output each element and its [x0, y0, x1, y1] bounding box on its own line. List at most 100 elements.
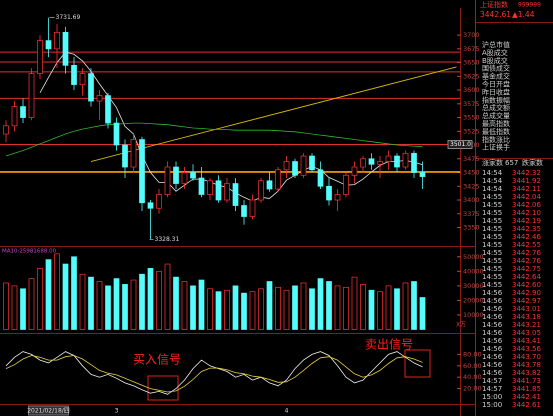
- ma-line: [5, 122, 423, 157]
- candle-body: [20, 106, 26, 118]
- tick-price: 3442.64: [512, 273, 541, 281]
- y-tick-label: 3700: [463, 31, 480, 39]
- tick-time: 14:54: [482, 177, 503, 185]
- candle-body: [164, 166, 171, 195]
- tick-time: 14:55: [482, 273, 502, 281]
- tick-time: 14:55: [482, 193, 502, 201]
- candle-body: [317, 169, 324, 187]
- volume-bar: [402, 282, 409, 330]
- candle-body: [266, 180, 273, 190]
- tick-time: 14:56: [482, 289, 503, 297]
- volume-bar: [224, 289, 230, 330]
- stat-label: 指数涨比: [482, 135, 510, 144]
- volume-bar: [147, 268, 154, 330]
- volume-bar: [190, 285, 196, 330]
- volume-bar: [130, 279, 137, 330]
- candle-body: [88, 73, 94, 102]
- volume-bar: [292, 285, 298, 330]
- date-box: [28, 405, 69, 416]
- y-tick-label: 3600: [463, 86, 480, 94]
- candle-body: [181, 172, 188, 184]
- tick-time: 14:56: [482, 353, 503, 361]
- tick-price: 3443.78: [512, 361, 541, 369]
- candle-body: [334, 194, 341, 201]
- tick-time: 14:55: [482, 257, 502, 265]
- y-tick-label: 3375: [463, 210, 480, 218]
- tick-time: 14:55: [482, 265, 502, 273]
- y-tick-label: 3450: [463, 169, 480, 177]
- candle-body: [411, 152, 417, 173]
- y-tick-label: 3675: [463, 45, 480, 53]
- x-tick-label: 3: [115, 408, 119, 415]
- volume-bar: [343, 286, 349, 330]
- stat-label: 最低指数: [482, 127, 510, 136]
- candle-body: [351, 166, 358, 176]
- tick-price: 3442.90: [512, 289, 541, 297]
- y-tick-label: 3400: [463, 196, 480, 204]
- stat-label: A股成交: [482, 48, 508, 57]
- tick-time: 14:56: [482, 329, 503, 337]
- tick-time: 14:56: [482, 369, 503, 377]
- tick-time: 14:56: [482, 305, 503, 313]
- volume-bar: [241, 292, 247, 330]
- y-tick-label: 10000: [463, 311, 484, 319]
- volume-bar: [334, 285, 341, 330]
- volume-bar: [419, 297, 426, 330]
- tick-price: 3443.56: [512, 345, 541, 353]
- level-label-box: [447, 139, 473, 149]
- tick-price: 3442.06: [512, 201, 541, 209]
- y-tick-label: 60.00: [463, 362, 482, 370]
- stat-label: 总成交额: [482, 103, 510, 112]
- tick-price: 3441.92: [512, 177, 541, 185]
- stat-label: 总成交量: [482, 111, 510, 120]
- y-tick-label: 3475: [463, 155, 480, 163]
- tick-time: 14:55: [482, 249, 502, 257]
- stat-label: B股成交: [482, 56, 508, 65]
- volume-unit: X万: [456, 322, 466, 329]
- candle-body: [258, 180, 264, 201]
- candle-body: [224, 183, 230, 201]
- volume-bar: [394, 288, 400, 330]
- volume-bar: [122, 284, 128, 330]
- stock-code: 999999: [518, 2, 541, 9]
- candle-body: [360, 158, 366, 168]
- candle-body: [54, 31, 60, 50]
- candle-body: [275, 169, 281, 190]
- candle-body: [45, 40, 52, 50]
- candle-body: [326, 185, 332, 201]
- tick-price: 3443.18: [512, 313, 541, 321]
- volume-bar: [368, 289, 375, 330]
- volume-bar: [54, 253, 60, 330]
- candle-body: [139, 139, 145, 204]
- tick-price: 3442.41: [512, 393, 541, 401]
- candle-body: [122, 144, 128, 168]
- volume-bar: [207, 288, 213, 330]
- volume-bar: [283, 289, 290, 330]
- level-label: 3501.0: [450, 141, 471, 148]
- tick-price: 3442.55: [512, 241, 541, 249]
- tick-time: 14:57: [482, 377, 502, 385]
- volume-bar: [326, 281, 332, 330]
- volume-bar: [173, 276, 179, 330]
- stock-change: ▲1.44: [512, 10, 535, 19]
- tick-header: 657: [505, 159, 518, 167]
- tick-price: 3442.32: [512, 169, 541, 177]
- y-tick-label: 3525: [463, 127, 480, 135]
- volume-bar: [300, 282, 307, 330]
- tick-time: 15:00: [482, 393, 502, 401]
- volume-bar: [181, 281, 188, 330]
- candle-body: [394, 155, 400, 168]
- candle-body: [62, 31, 69, 66]
- tick-price: 3443.05: [512, 329, 541, 337]
- tick-price: 3441.73: [512, 377, 541, 385]
- tick-header: 涨家数: [482, 158, 503, 167]
- volume-bar: [215, 291, 222, 330]
- stock-price: 3442.61: [480, 10, 511, 19]
- sell-box: [404, 349, 431, 378]
- tick-price: 3442.97: [512, 297, 541, 305]
- volume-bar: [28, 278, 35, 330]
- y-tick-label: 3575: [463, 100, 480, 108]
- y-tick-label: 20.00: [463, 385, 482, 393]
- candle-body: [309, 155, 315, 171]
- trend-line: [90, 66, 457, 162]
